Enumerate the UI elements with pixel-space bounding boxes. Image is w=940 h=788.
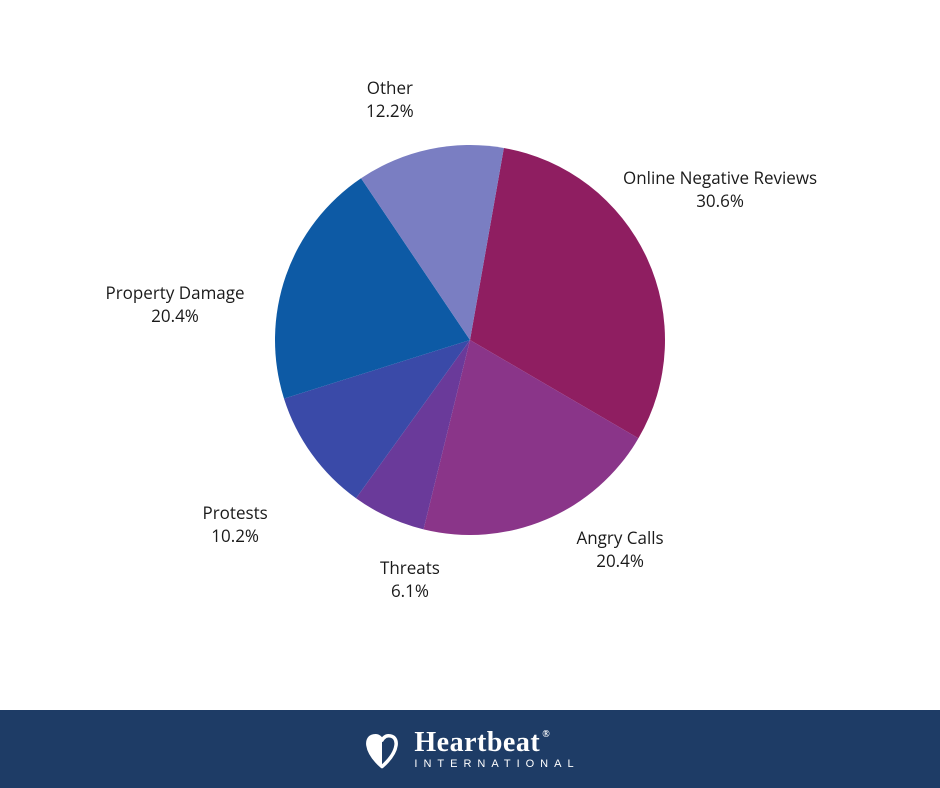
slice-label: Angry Calls20.4%	[577, 527, 664, 573]
heartbeat-logo-icon	[360, 727, 404, 771]
footer-brand-text: Heartbeat INTERNATIONAL	[414, 729, 579, 770]
pie-chart	[275, 145, 665, 535]
slice-label-name: Property Damage	[106, 282, 245, 305]
slice-label-name: Protests	[203, 502, 268, 525]
slice-label: Online Negative Reviews30.6%	[623, 167, 817, 213]
slice-label: Property Damage20.4%	[106, 282, 245, 328]
slice-label: Other12.2%	[366, 77, 414, 123]
slice-label-pct: 30.6%	[623, 190, 817, 213]
brand-name: Heartbeat	[414, 729, 579, 757]
slice-label-pct: 12.2%	[366, 100, 414, 123]
slice-label-pct: 6.1%	[380, 580, 440, 603]
slice-label-name: Other	[366, 77, 414, 100]
slice-label: Protests10.2%	[203, 502, 268, 548]
slice-label-pct: 20.4%	[577, 550, 664, 573]
slice-label-pct: 20.4%	[106, 305, 245, 328]
slice-label-name: Angry Calls	[577, 527, 664, 550]
slice-label-name: Threats	[380, 557, 440, 580]
slice-label: Threats6.1%	[380, 557, 440, 603]
slice-label-name: Online Negative Reviews	[623, 167, 817, 190]
footer-bar: Heartbeat INTERNATIONAL	[0, 710, 940, 788]
pie-chart-area: Online Negative Reviews30.6%Angry Calls2…	[0, 0, 940, 710]
brand-subtitle: INTERNATIONAL	[414, 759, 579, 770]
slice-label-pct: 10.2%	[203, 525, 268, 548]
